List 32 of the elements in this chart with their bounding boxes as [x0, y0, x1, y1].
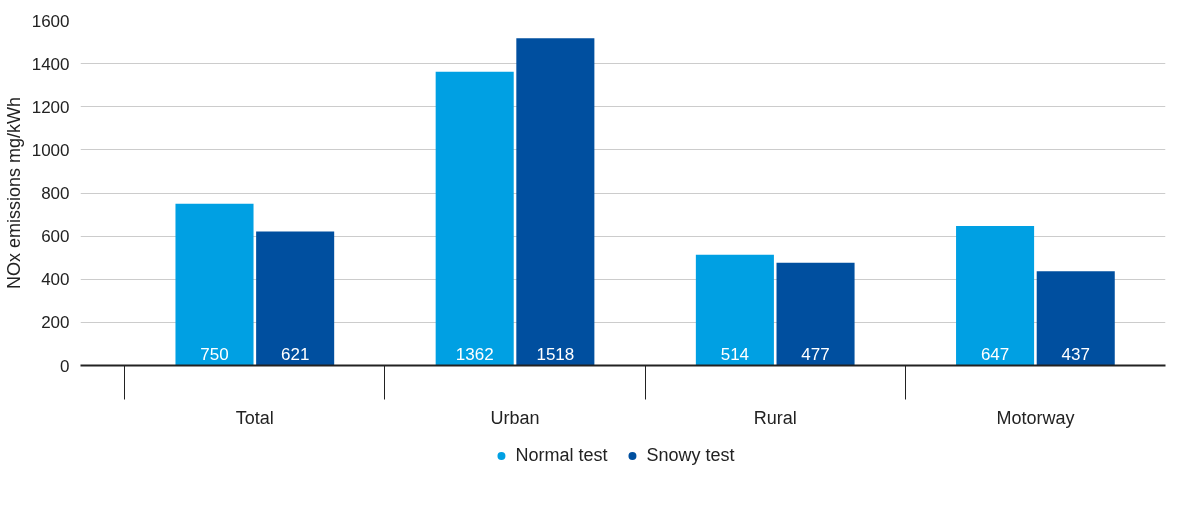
- bar: [516, 38, 595, 366]
- y-tick-label: 400: [41, 270, 70, 290]
- legend-label: Normal test: [515, 444, 608, 466]
- x-tick-label: Urban: [490, 407, 540, 428]
- y-tick-label: 200: [41, 313, 70, 333]
- bar: [1036, 271, 1115, 366]
- data-label: 477: [801, 344, 830, 364]
- x-tick-label: Motorway: [996, 407, 1075, 428]
- y-axis-title: NOx emissions mg/kWh: [3, 96, 24, 290]
- y-tick-label: 800: [41, 184, 70, 203]
- bar: [776, 262, 855, 366]
- bar: [256, 231, 335, 366]
- legend-label: Snowy test: [646, 444, 735, 466]
- y-tick-label: 1200: [31, 97, 70, 117]
- data-label: 437: [1061, 344, 1090, 364]
- y-tick-label: 1600: [31, 11, 70, 31]
- bar: [175, 203, 254, 366]
- data-label: 514: [720, 344, 750, 364]
- y-tick-label: 1400: [31, 54, 70, 74]
- bar: [956, 225, 1035, 366]
- data-label: 621: [280, 344, 310, 364]
- bar: [695, 254, 774, 366]
- data-label: 1362: [455, 344, 494, 364]
- x-tick-label: Total: [235, 407, 274, 428]
- x-tick-label: Rural: [753, 407, 797, 428]
- y-tick-label: 600: [41, 227, 70, 247]
- bar: [435, 71, 514, 366]
- data-label: 1518: [536, 344, 575, 364]
- data-label: 647: [980, 344, 1010, 364]
- data-label: 750: [200, 344, 229, 364]
- y-tick-label: 1000: [31, 140, 70, 160]
- y-tick-label: 0: [60, 356, 70, 376]
